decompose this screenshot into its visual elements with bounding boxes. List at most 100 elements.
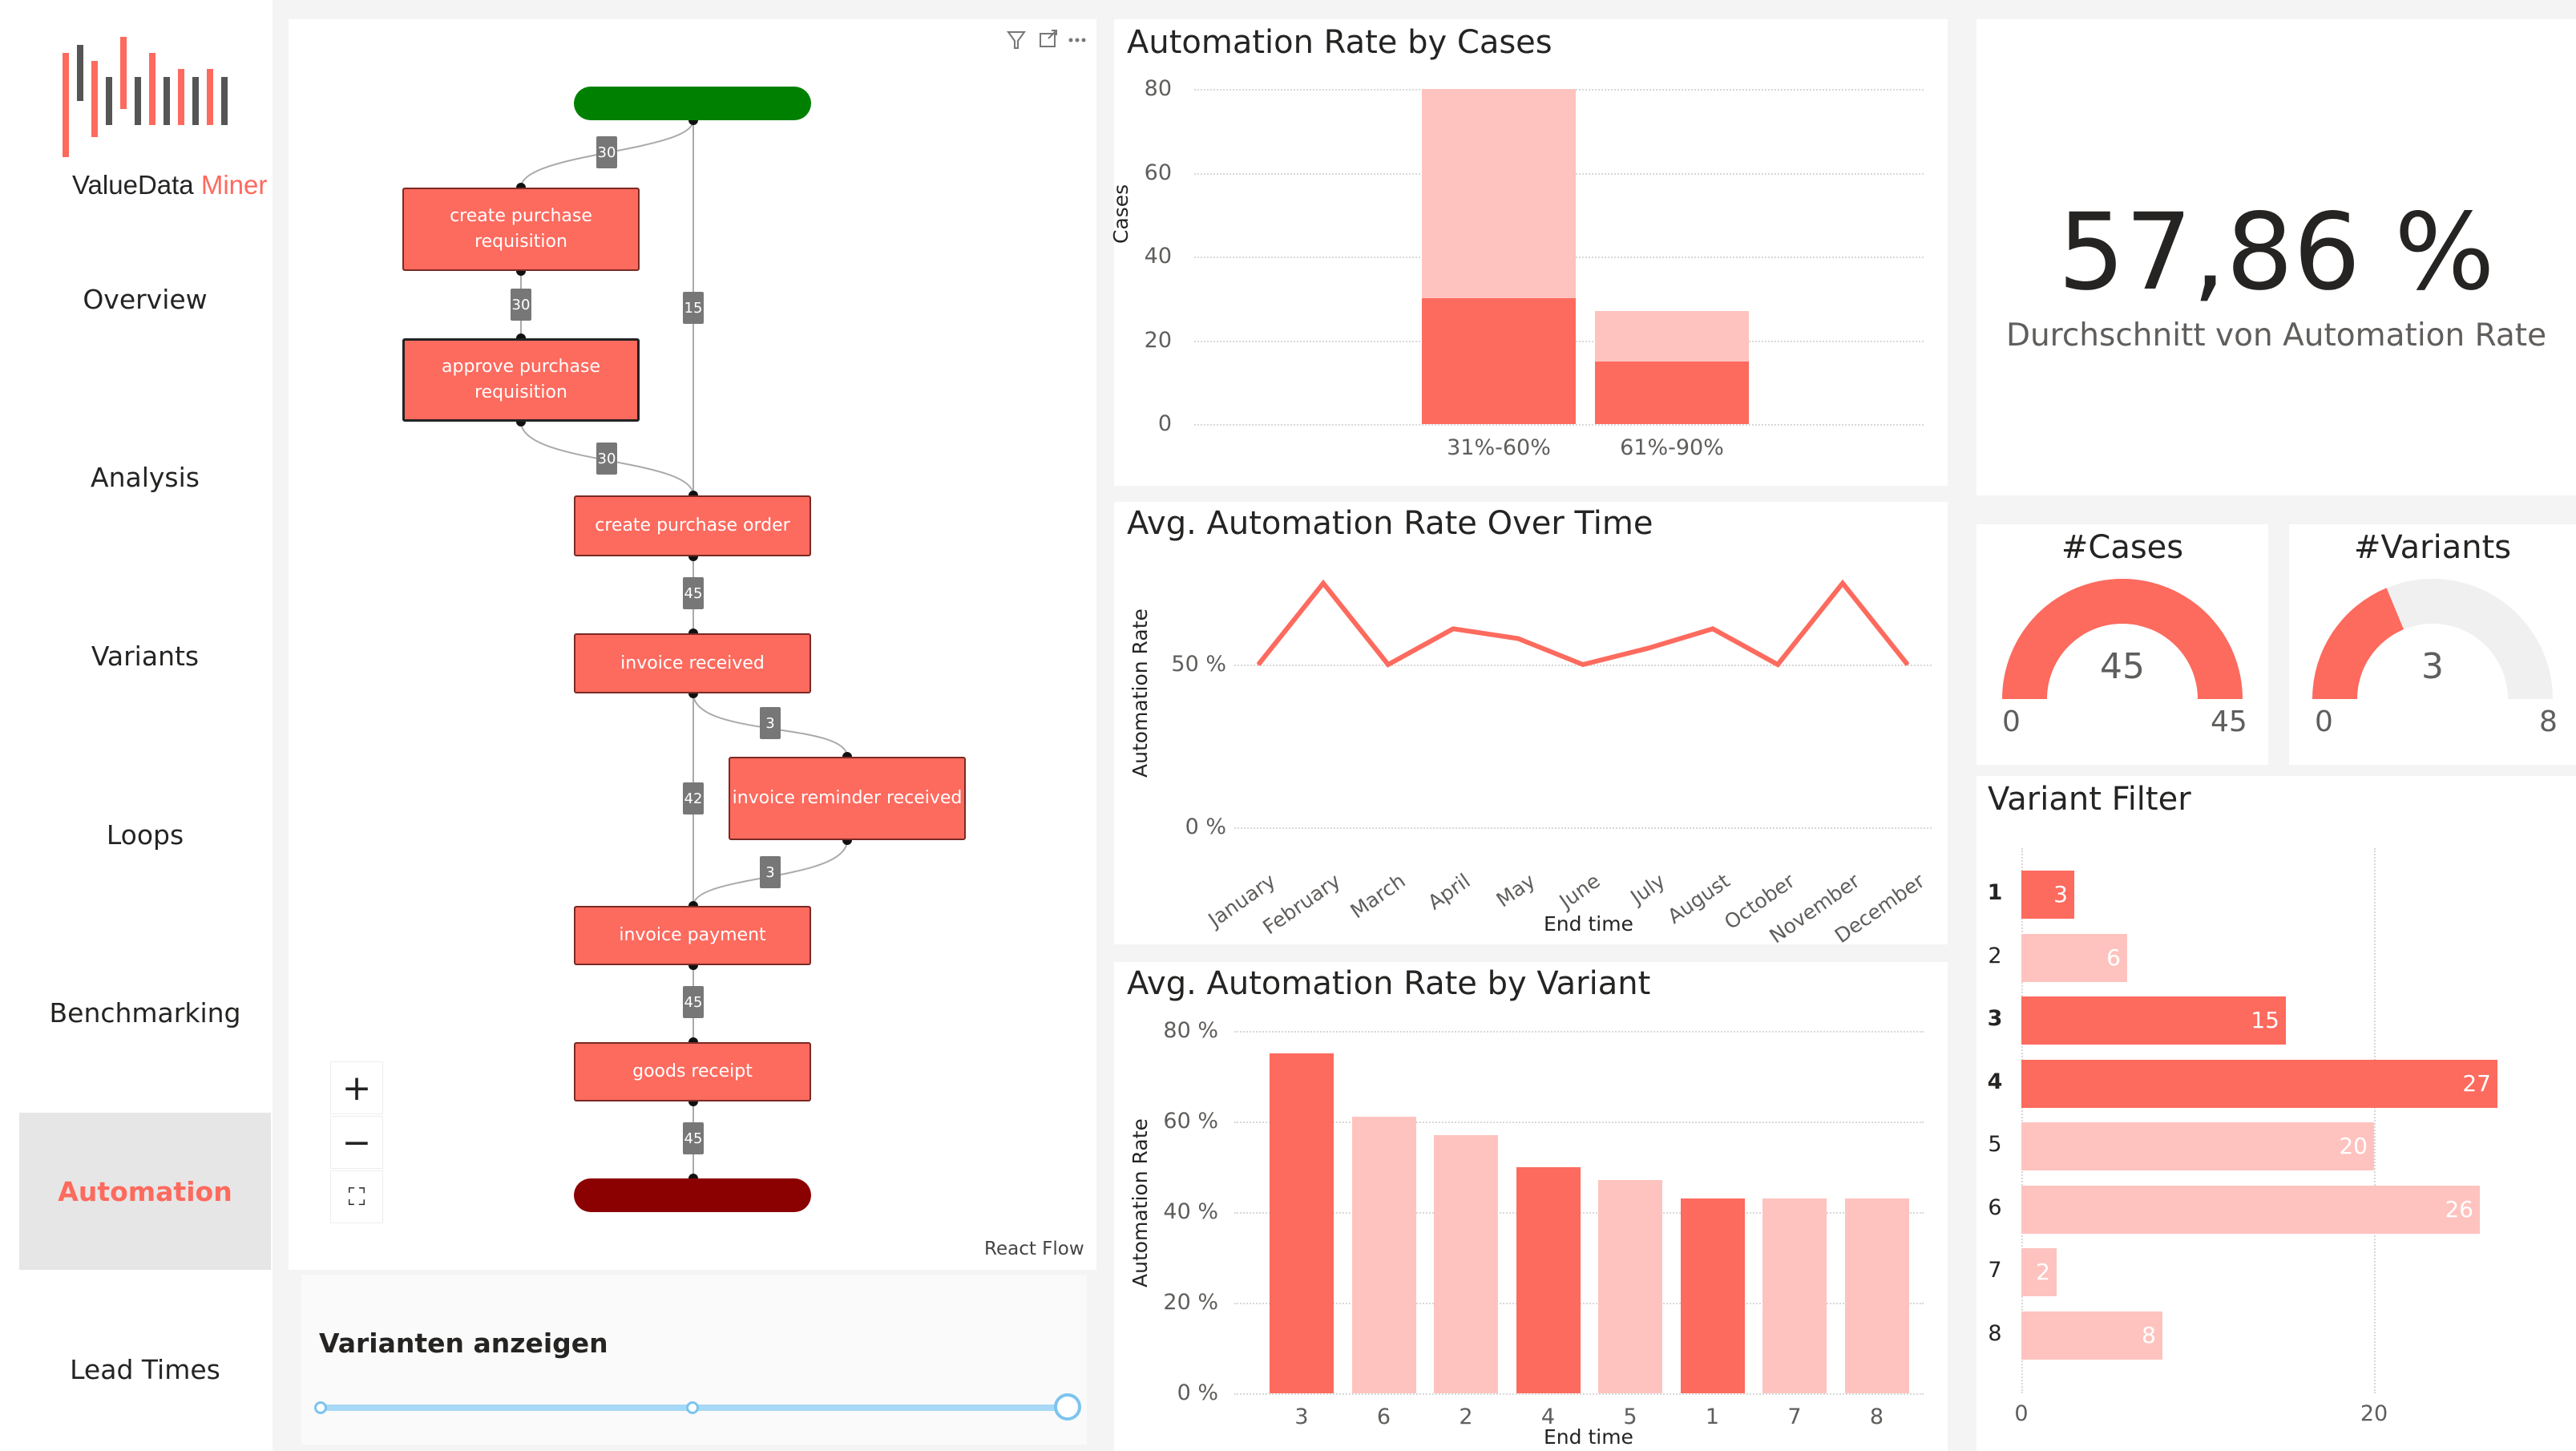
logo-bar (164, 77, 170, 125)
bar-segment-automated (1595, 361, 1749, 424)
line-point (1517, 637, 1519, 640)
x-tick-label: 6 (1376, 1405, 1391, 1429)
gauge-variants-value: 3 (2421, 646, 2444, 687)
y-tick-label: 40 (1144, 244, 1172, 269)
edge-label: 30 (596, 136, 617, 168)
sidebar-item-analysis[interactable]: Analysis (91, 461, 200, 493)
line-point (1322, 582, 1324, 584)
gauge-cases-max: 45 (2211, 705, 2247, 738)
x-tick-label: 5 (1623, 1405, 1637, 1429)
edge-label: 3 (760, 707, 781, 739)
data-label: 8 (2142, 1321, 2156, 1348)
edge-label: 45 (683, 986, 704, 1018)
edge-label: 45 (683, 577, 704, 609)
slider-handle-max[interactable] (1054, 1393, 1081, 1421)
end-node[interactable] (574, 1178, 811, 1212)
start-node[interactable] (574, 87, 811, 120)
kpi-label: Durchschnitt von Automation Rate (2005, 317, 2547, 354)
node-goods-receipt[interactable]: goods receipt (574, 1042, 811, 1101)
more-options-icon[interactable] (1068, 38, 1086, 42)
sidebar-item-variants[interactable]: Variants (91, 640, 200, 672)
variant-filter-bar[interactable] (2021, 933, 2127, 982)
y-tick-label: 60 % (1163, 1109, 1218, 1134)
variant-filter-bar[interactable] (2021, 1122, 2374, 1170)
y-tick-label: 0 (1157, 411, 1172, 436)
variant-filter-bar[interactable] (2021, 996, 2286, 1045)
variant-bar (1844, 1198, 1909, 1393)
zoom-out-button[interactable]: − (330, 1116, 383, 1169)
line-point (1907, 664, 1908, 665)
gauge-variants-arc (2312, 579, 2553, 699)
variant-filter-bar[interactable] (2021, 1248, 2057, 1296)
y-tick-label: 20 (1144, 327, 1172, 353)
logo-part1: ValueData (72, 170, 194, 200)
data-label: 27 (2462, 1069, 2491, 1097)
line-point (1258, 664, 1259, 665)
logo-bar (106, 77, 112, 125)
data-label: 26 (2445, 1195, 2473, 1223)
gauge-cases-arc (2002, 579, 2243, 699)
variant-slider-panel: Varianten anzeigen (301, 1275, 1087, 1445)
y-tick-label: 60 (1144, 160, 1172, 185)
data-label: 20 (2339, 1133, 2368, 1159)
node-invoice-reminder-received[interactable]: invoice reminder received (729, 757, 966, 840)
node-approve-purchase-requisition[interactable]: approve purchase requisition (402, 338, 640, 422)
variant-bar (1270, 1053, 1334, 1393)
x-tick-label: 20 (2360, 1401, 2388, 1426)
slider-tick-mid (686, 1401, 699, 1414)
sidebar-item-lead-times[interactable]: Lead Times (70, 1353, 220, 1385)
x-tick-label: 3 (1294, 1405, 1309, 1429)
bar-segment-rest (1595, 310, 1749, 362)
zoom-in-button[interactable]: + (330, 1061, 383, 1114)
logo-bar (192, 77, 199, 125)
data-label: 6 (2106, 944, 2121, 971)
fit-view-button[interactable]: ⛶ (330, 1170, 383, 1223)
chart-by-variant-panel: Avg. Automation Rate by Variant Automati… (1114, 962, 1948, 1451)
slider-handle-min[interactable] (314, 1401, 327, 1414)
y-tick-label: 0 % (1185, 814, 1226, 839)
line-path (1256, 579, 1910, 668)
node-create-purchase-requisition[interactable]: create purchase requisition (402, 188, 640, 271)
react-flow-attribution[interactable]: React Flow (984, 1239, 1084, 1259)
logo-text: ValueData Miner (72, 170, 267, 200)
x-tick-label: 4 (1540, 1405, 1556, 1429)
line-point (1582, 664, 1584, 665)
chart-by-cases-panel: Automation Rate by Cases Cases 0 20 40 60 80… (1109, 19, 1948, 486)
category-label: 2 (1988, 943, 2002, 968)
line-point (1647, 647, 1649, 649)
x-tick-label: 1 (1705, 1405, 1720, 1429)
sidebar-item-loops[interactable]: Loops (106, 818, 184, 851)
gauge-cases-value: 45 (2100, 646, 2145, 687)
gauge-fill (2002, 579, 2243, 699)
chart-by-variant-xlabel: End time (1544, 1425, 1633, 1449)
sidebar-item-overview[interactable]: Overview (83, 283, 208, 315)
node-create-purchase-order[interactable]: create purchase order (574, 495, 811, 556)
y-tick-label: 40 % (1163, 1199, 1218, 1224)
data-label: 15 (2251, 1007, 2279, 1033)
category-label: 4 (1987, 1069, 2003, 1094)
variant-filter-bar[interactable] (2021, 1311, 2162, 1360)
y-tick-label: 80 % (1163, 1018, 1218, 1043)
line-point (1842, 582, 1843, 584)
edge-label: 30 (596, 443, 617, 475)
chart-over-time-panel: Avg. Automation Rate Over Time Automatio… (1114, 502, 1948, 948)
sidebar-item-automation[interactable]: Automation (19, 1113, 271, 1270)
logo-bar (120, 37, 127, 109)
sidebar-item-benchmarking[interactable]: Benchmarking (49, 996, 241, 1029)
variant-filter-bar[interactable] (2021, 1059, 2497, 1108)
x-tick-label: 61%-90% (1620, 435, 1724, 460)
node-invoice-payment[interactable]: invoice payment (574, 906, 811, 965)
kpi-card: 57,86 % Durchschnitt von Automation Rate (1976, 19, 2576, 495)
variant-filter-bar[interactable] (2021, 1185, 2480, 1234)
filter-icon[interactable] (1007, 31, 1026, 49)
gauge-cases-min: 0 (2002, 705, 2021, 738)
line-point (1777, 664, 1779, 665)
logo-bar (207, 69, 213, 125)
gauge-cases-card: #Cases 45 0 45 (1976, 524, 2268, 765)
x-tick-label: 0 (2014, 1401, 2029, 1426)
variant-filter-bar[interactable] (2021, 871, 2074, 919)
y-tick-label: 80 (1144, 76, 1172, 101)
chart-over-time-title: Avg. Automation Rate Over Time (1127, 505, 1653, 542)
node-invoice-received[interactable]: invoice received (574, 633, 811, 693)
focus-mode-icon[interactable] (1040, 30, 1057, 47)
